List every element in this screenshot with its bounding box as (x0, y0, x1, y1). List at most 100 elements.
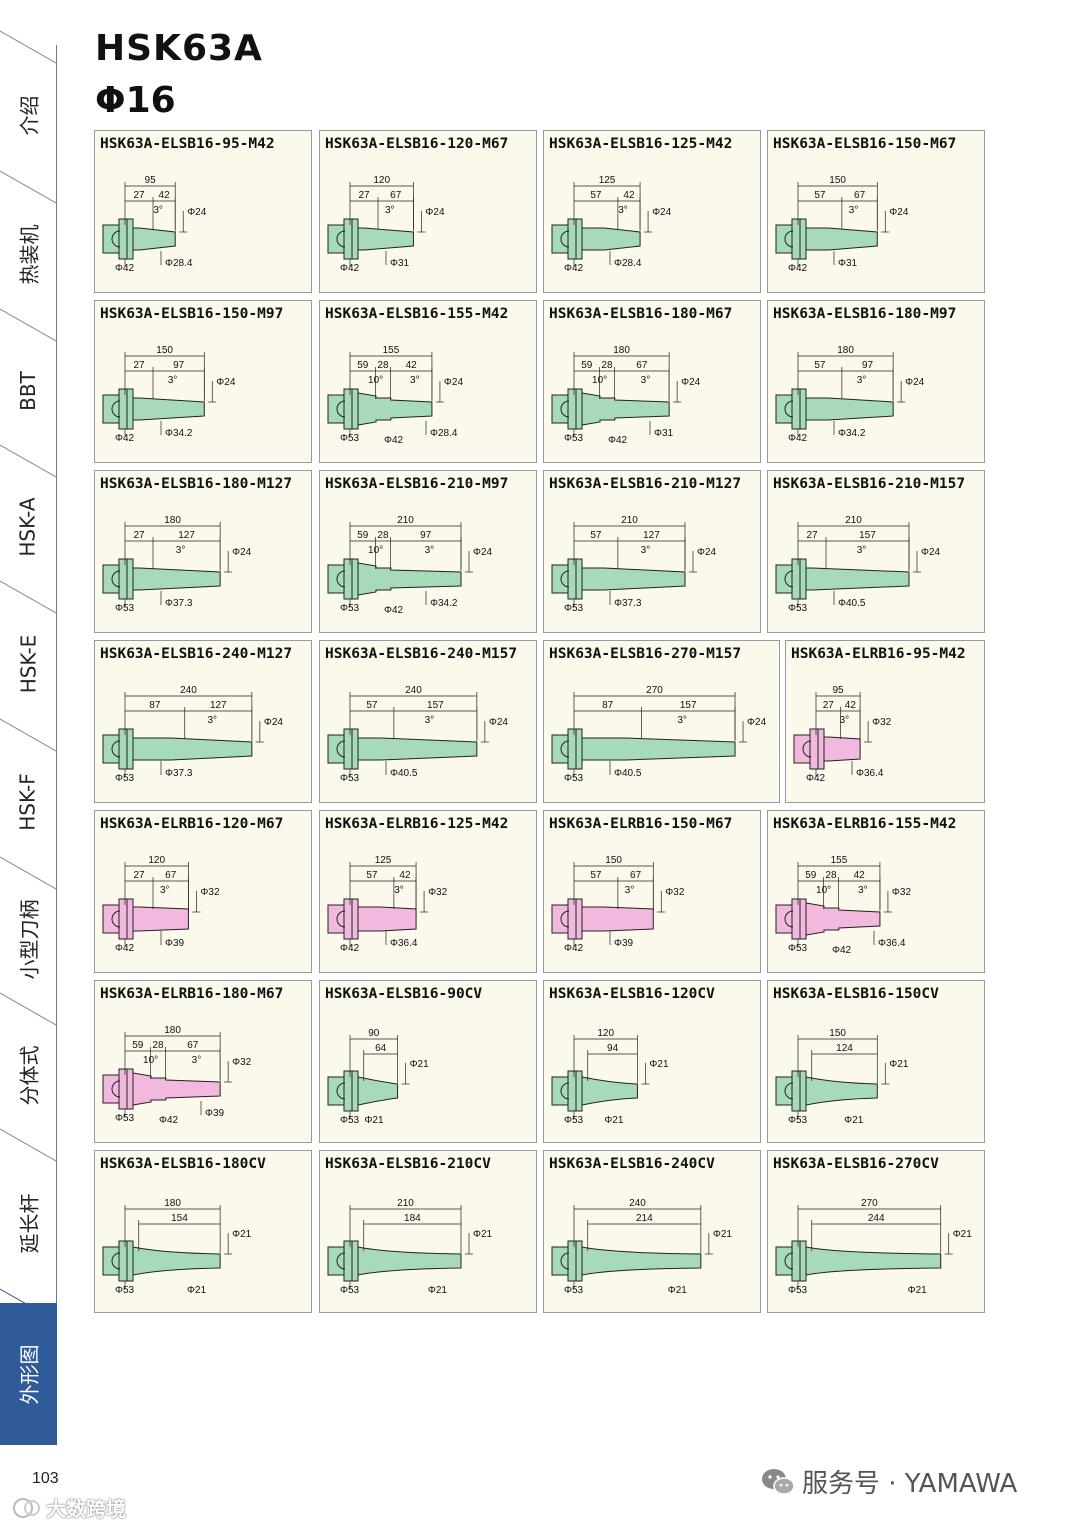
dim-base-diameter: Φ36.4 (390, 938, 418, 949)
dim-base-diameter: Φ36.4 (878, 938, 906, 949)
sidebar-tab-label: 介绍 (17, 95, 42, 135)
dimensions (124, 522, 233, 607)
dimensions (573, 352, 682, 437)
dim-flange-diameter: Φ53 (340, 433, 360, 444)
drawing-card[interactable]: HSK63A-ELSB16-125-M42 125 57 42 3° Φ24 Φ42 Φ28.… (543, 130, 761, 293)
dim-segment: 59 (581, 360, 593, 371)
drawing-card[interactable]: HSK63A-ELSB16-240-M127 240 87 127 3° Φ24 Φ53 Φ3… (94, 640, 312, 803)
drawing-card[interactable]: HSK63A-ELRB16-155-M42 155 59 28 42 3° 10° Φ32 Φ5… (767, 810, 985, 973)
dimensions (349, 692, 489, 777)
drawing-card[interactable]: HSK63A-ELSB16-120CV 120 94 Φ21 Φ53 Φ21 (543, 980, 761, 1143)
drawing-card[interactable]: HSK63A-ELSB16-210CV 210 184 Φ21 Φ53 Φ21 (319, 1150, 537, 1313)
tool-body (102, 388, 205, 430)
dim-segment: 67 (630, 870, 642, 881)
sidebar-tab-8[interactable]: 分体式 (0, 1007, 57, 1143)
card-title: HSK63A-ELSB16-210-M157 (773, 476, 966, 492)
dim-angle: 3° (425, 715, 435, 726)
tool-drawing: 125 57 42 3° Φ24 Φ42 Φ28.4 (551, 175, 672, 274)
dim-flange-diameter: Φ53 (564, 773, 584, 784)
drawing-card[interactable]: HSK63A-ELSB16-180CV 180 154 Φ21 Φ53 Φ21 (94, 1150, 312, 1313)
drawing-card[interactable]: HSK63A-ELSB16-90CV 90 64 Φ21 Φ53 Φ21 (319, 980, 537, 1143)
drawing-card[interactable]: HSK63A-ELSB16-150-M67 150 57 67 3° Φ24 Φ42 Φ31 (767, 130, 985, 293)
dim-tip-diameter: Φ24 (232, 547, 252, 558)
dim-total-length: 180 (164, 1025, 181, 1036)
dim-base-diameter: Φ34.2 (165, 428, 193, 439)
tool-body (551, 218, 641, 260)
drawing-card[interactable]: HSK63A-ELRB16-120-M67 120 27 67 3° Φ32 Φ42 Φ39 (94, 810, 312, 973)
drawing-card[interactable]: HSK63A-ELSB16-270CV 270 244 Φ21 Φ53 Φ21 (767, 1150, 985, 1313)
tool-body (551, 898, 654, 940)
drawing-card[interactable]: HSK63A-ELSB16-210-M127 210 57 127 3° Φ24 Φ53 Φ3… (543, 470, 761, 633)
dim-segment: 184 (404, 1213, 421, 1224)
drawing-card[interactable]: HSK63A-ELSB16-180-M127 180 27 127 3° Φ24 Φ53 Φ3… (94, 470, 312, 633)
drawing-card[interactable]: HSK63A-ELSB16-180-M67 180 59 28 67 3° 10° Φ24 Φ5… (543, 300, 761, 463)
tool-body (775, 218, 878, 260)
drawing-card[interactable]: HSK63A-ELSB16-155-M42 155 59 28 42 3° 10° Φ24 Φ5… (319, 300, 537, 463)
tool-body (327, 558, 462, 600)
dim-flange-diameter: Φ53 (564, 433, 584, 444)
sidebar-tab-7[interactable]: 小型刀柄 (0, 871, 57, 1007)
dimensions (797, 522, 921, 607)
card-title: HSK63A-ELSB16-90CV (325, 986, 483, 1002)
sidebar-tab-5[interactable]: HSK-E (0, 595, 57, 733)
dim-tip-diameter: Φ21 (473, 1229, 493, 1240)
drawing-card[interactable]: HSK63A-ELSB16-270-M157 270 87 157 3° Φ24 Φ53 Φ4… (543, 640, 780, 803)
dim-segment: 157 (427, 700, 444, 711)
dimensions (349, 182, 426, 267)
sidebar-tab-6[interactable]: HSK-F (0, 733, 57, 871)
tool-drawing: 95 27 42 3° Φ32 Φ42 Φ36.4 (793, 685, 892, 784)
sidebar-tab-3[interactable]: BBT (0, 323, 57, 459)
tool-body (793, 728, 861, 770)
drawing-card[interactable]: HSK63A-ELSB16-150-M97 150 27 97 3° Φ24 Φ42 Φ34.… (94, 300, 312, 463)
card-title: HSK63A-ELSB16-240CV (549, 1156, 715, 1172)
dim-total-length: 240 (180, 685, 197, 696)
tool-drawing: 180 59 28 67 3° 10° Φ24 Φ53 Φ42 Φ31 (551, 345, 701, 446)
drawing-card[interactable]: HSK63A-ELRB16-180-M67 180 59 28 67 3° 10° Φ32 Φ5… (94, 980, 312, 1143)
drawing-card[interactable]: HSK63A-ELSB16-180-M97 180 57 97 3° Φ24 Φ42 Φ34.… (767, 300, 985, 463)
dim-base-diameter: Φ28.4 (430, 428, 458, 439)
drawing-card[interactable]: HSK63A-ELSB16-210-M97 210 59 28 97 3° 10° Φ24 Φ5… (319, 470, 537, 633)
drawing-card[interactable]: HSK63A-ELSB16-150CV 150 124 Φ21 Φ53 Φ21 (767, 980, 985, 1143)
dim-end-diameter: Φ21 (908, 1285, 928, 1296)
drawing-card[interactable]: HSK63A-ELSB16-120-M67 120 27 67 3° Φ24 Φ42 Φ31 (319, 130, 537, 293)
drawing-card[interactable]: HSK63A-ELRB16-125-M42 125 57 42 3° Φ32 Φ42 Φ36.… (319, 810, 537, 973)
dim-segment: 28 (377, 360, 389, 371)
dim-end-diameter: Φ21 (364, 1115, 384, 1126)
drawing-card[interactable]: HSK63A-ELRB16-95-M42 95 27 42 3° Φ32 Φ42 Φ36.4 (785, 640, 985, 803)
card-title: HSK63A-ELSB16-155-M42 (325, 306, 509, 322)
tool-body (327, 898, 417, 940)
dimensions (349, 1205, 473, 1289)
dim-mid-diameter: Φ42 (608, 435, 628, 446)
dim-angle-secondary: 10° (592, 375, 607, 386)
dimensions (573, 862, 666, 947)
sidebar-tab-1[interactable]: 介绍 (0, 45, 57, 185)
dim-angle: 3° (625, 885, 635, 896)
drawing-card[interactable]: HSK63A-ELSB16-240-M157 240 57 157 3° Φ24 Φ53 Φ4… (319, 640, 537, 803)
dim-end-diameter: Φ21 (668, 1285, 688, 1296)
drawing-card[interactable]: HSK63A-ELSB16-95-M42 95 27 42 3° Φ24 Φ42 Φ28.4 (94, 130, 312, 293)
drawing-card[interactable]: HSK63A-ELSB16-210-M157 210 27 157 3° Φ24 Φ53 Φ4… (767, 470, 985, 633)
dim-base-diameter: Φ28.4 (165, 258, 193, 269)
dim-segment: 57 (590, 530, 602, 541)
dim-angle-secondary: 10° (368, 375, 383, 386)
drawing-card[interactable]: HSK63A-ELRB16-150-M67 150 57 67 3° Φ32 Φ42 Φ39 (543, 810, 761, 973)
tool-body (327, 1070, 399, 1112)
dim-tip-diameter: Φ24 (921, 547, 941, 558)
sidebar-tab-10[interactable]: 外形图 (0, 1303, 57, 1445)
dim-segment: 27 (133, 360, 145, 371)
dim-flange-diameter: Φ53 (564, 1115, 584, 1126)
dim-tip-diameter: Φ32 (200, 887, 220, 898)
sidebar-tab-9[interactable]: 延长杆 (0, 1143, 57, 1303)
card-title: HSK63A-ELSB16-180-M67 (549, 306, 733, 322)
tool-drawing: 210 59 28 97 3° 10° Φ24 Φ53 Φ42 Φ34.2 (327, 515, 493, 616)
brand-footer: 服务号 · YAMAWA (760, 1463, 1017, 1500)
card-title: HSK63A-ELSB16-120CV (549, 986, 715, 1002)
tool-body (775, 1240, 942, 1282)
tool-drawing: 210 27 157 3° Φ24 Φ53 Φ40.5 (775, 515, 941, 614)
sidebar-tab-2[interactable]: 热装机 (0, 185, 57, 323)
drawing-card[interactable]: HSK63A-ELSB16-240CV 240 214 Φ21 Φ53 Φ21 (543, 1150, 761, 1313)
sidebar-tab-4[interactable]: HSK-A (0, 459, 57, 595)
dim-flange-diameter: Φ53 (564, 603, 584, 614)
